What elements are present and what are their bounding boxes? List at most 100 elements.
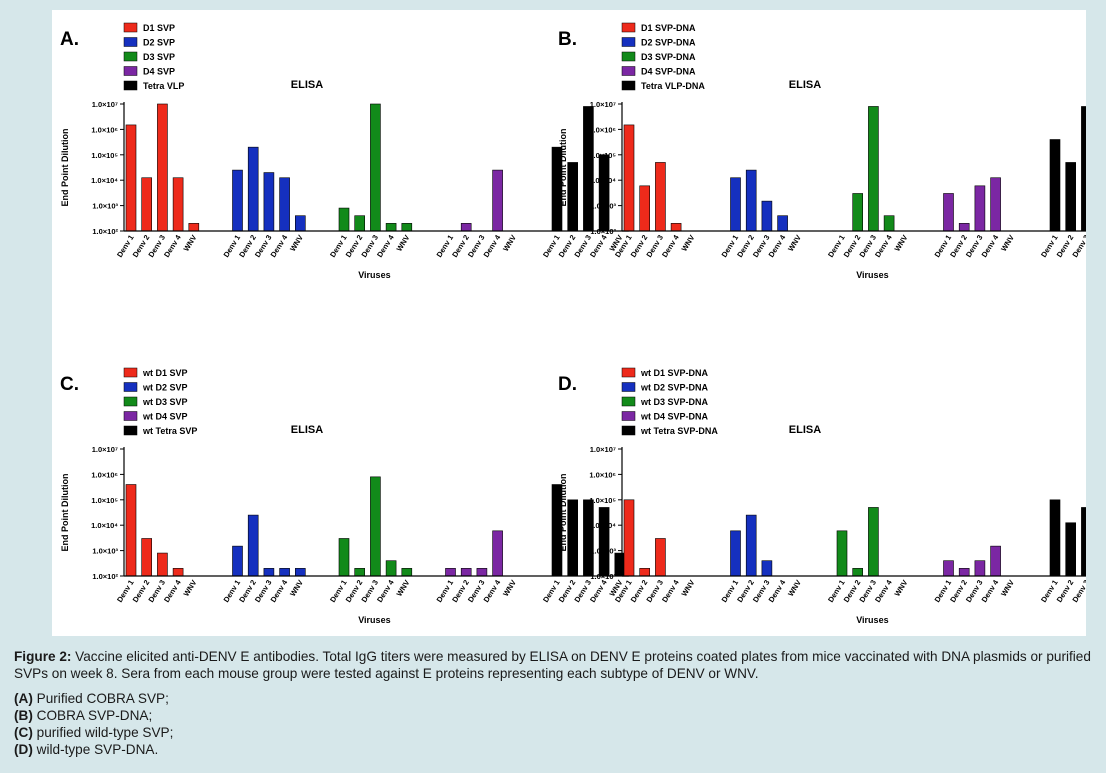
bar xyxy=(125,124,137,232)
bar xyxy=(868,106,879,232)
bar xyxy=(125,484,137,577)
x-tick-label: WNV xyxy=(288,233,305,253)
legend-label: wt Tetra SVP xyxy=(142,426,197,436)
x-tick-label: WNV xyxy=(893,233,910,253)
y-tick-label: 1.0×10⁵ xyxy=(91,151,118,160)
x-tick-label: Denv 4 xyxy=(873,233,894,259)
bar xyxy=(263,568,275,577)
legend-swatch xyxy=(123,396,138,407)
bar xyxy=(460,223,472,232)
bar xyxy=(232,169,243,232)
bar xyxy=(670,223,682,232)
y-tick-label: 1.0×10⁶ xyxy=(91,125,118,134)
bar xyxy=(141,177,152,232)
bar xyxy=(141,538,152,577)
y-tick-label: 1.0×10² xyxy=(590,572,616,581)
bar xyxy=(1065,522,1077,577)
legend-swatch xyxy=(621,396,636,407)
y-axis-label: End Point Dilution xyxy=(558,129,568,207)
legend-swatch xyxy=(123,367,138,378)
y-tick-label: 1.0×10² xyxy=(590,227,616,236)
x-tick-label: WNV xyxy=(999,578,1016,598)
legend-swatch xyxy=(123,37,138,47)
panel-label: B. xyxy=(558,29,577,50)
bar xyxy=(385,223,397,232)
bar xyxy=(567,162,579,232)
caption-item: (D) wild-type SVP-DNA. xyxy=(14,741,1094,758)
y-tick-label: 1.0×10⁴ xyxy=(91,176,118,185)
x-tick-label: WNV xyxy=(786,233,803,253)
x-tick-label: Denv 4 xyxy=(482,233,503,259)
y-tick-label: 1.0×10⁴ xyxy=(91,521,118,530)
legend-label: wt D1 SVP-DNA xyxy=(640,368,709,378)
caption-main: Figure 2: Vaccine elicited anti-DENV E a… xyxy=(14,648,1094,682)
legend-swatch xyxy=(621,22,636,33)
bar xyxy=(598,154,610,232)
legend-label: Tetra VLP-DNA xyxy=(641,81,705,91)
legend-swatch xyxy=(123,51,138,62)
y-tick-label: 1.0×10⁵ xyxy=(589,151,616,160)
chart-panel: C. wt D1 SVP wt D2 SVP wt D3 SVP wt D4 SVP wt… xyxy=(60,367,629,625)
bar xyxy=(943,560,954,577)
y-tick-label: 1.0×10⁷ xyxy=(590,445,616,454)
legend-label: wt D2 SVP xyxy=(142,383,188,393)
caption-item-label: (D) xyxy=(14,742,33,757)
x-tick-label: WNV xyxy=(288,578,305,598)
y-tick-label: 1.0×10² xyxy=(92,572,118,581)
legend-swatch xyxy=(621,80,636,91)
y-tick-label: 1.0×10⁷ xyxy=(92,100,118,109)
x-axis-label: Viruses xyxy=(856,615,888,625)
bar xyxy=(761,200,773,232)
x-tick-label: Denv 4 xyxy=(660,578,681,604)
bar xyxy=(958,568,970,577)
x-tick-label: Denv 4 xyxy=(269,578,290,604)
bar xyxy=(852,193,864,232)
figure-panel: A. D1 SVP D2 SVP D3 SVP D4 SVP Tetra VLP ELISA… xyxy=(52,10,1086,636)
bar xyxy=(1049,499,1061,577)
bar xyxy=(295,568,306,577)
x-tick-label: WNV xyxy=(182,233,199,253)
bar xyxy=(492,169,503,232)
bar xyxy=(974,560,986,577)
bar xyxy=(476,568,488,577)
caption-item: (C) purified wild-type SVP; xyxy=(14,724,1094,741)
bar xyxy=(1081,106,1086,232)
bar xyxy=(639,568,650,577)
bar xyxy=(157,552,168,577)
bar xyxy=(623,499,635,577)
legend-swatch xyxy=(123,22,138,33)
caption-main-text: Vaccine elicited anti-DENV E antibodies.… xyxy=(14,649,1091,681)
chart-title: ELISA xyxy=(789,79,821,91)
legend-swatch xyxy=(621,382,636,392)
chart-panel: D. wt D1 SVP-DNA wt D2 SVP-DNA wt D3 SVP-DN… xyxy=(558,367,1086,625)
x-tick-label: Denv 4 xyxy=(482,578,503,604)
bar xyxy=(1081,507,1086,577)
x-tick-label: WNV xyxy=(786,578,803,598)
x-tick-label: Denv 4 xyxy=(588,233,609,259)
bar xyxy=(295,215,306,232)
chart-title: ELISA xyxy=(789,424,821,436)
legend-label: Tetra VLP xyxy=(143,81,184,91)
legend-label: wt D3 SVP-DNA xyxy=(640,397,709,407)
y-tick-label: 1.0×10⁴ xyxy=(589,176,616,185)
bar xyxy=(639,185,650,232)
bar xyxy=(157,103,168,232)
bar xyxy=(247,146,259,232)
x-tick-label: WNV xyxy=(182,578,199,598)
panel-label: D. xyxy=(558,374,577,395)
bar xyxy=(279,177,290,232)
x-tick-label: WNV xyxy=(395,578,412,598)
y-axis-label: End Point Dilution xyxy=(60,129,70,207)
x-tick-label: Denv 4 xyxy=(767,578,788,604)
bar xyxy=(445,568,456,577)
figure-charts: A. D1 SVP D2 SVP D3 SVP D4 SVP Tetra VLP ELISA… xyxy=(60,22,1086,625)
bar xyxy=(958,223,970,232)
x-tick-label: WNV xyxy=(501,233,518,253)
chart-panel: B. D1 SVP-DNA D2 SVP-DNA D3 SVP-DNA D4 SVP-D… xyxy=(558,22,1086,280)
bar xyxy=(401,568,413,577)
bar xyxy=(338,538,350,577)
legend-swatch xyxy=(123,411,138,421)
bar xyxy=(730,530,741,577)
legend-swatch xyxy=(621,51,636,62)
caption-item-text: wild-type SVP-DNA. xyxy=(32,742,159,757)
